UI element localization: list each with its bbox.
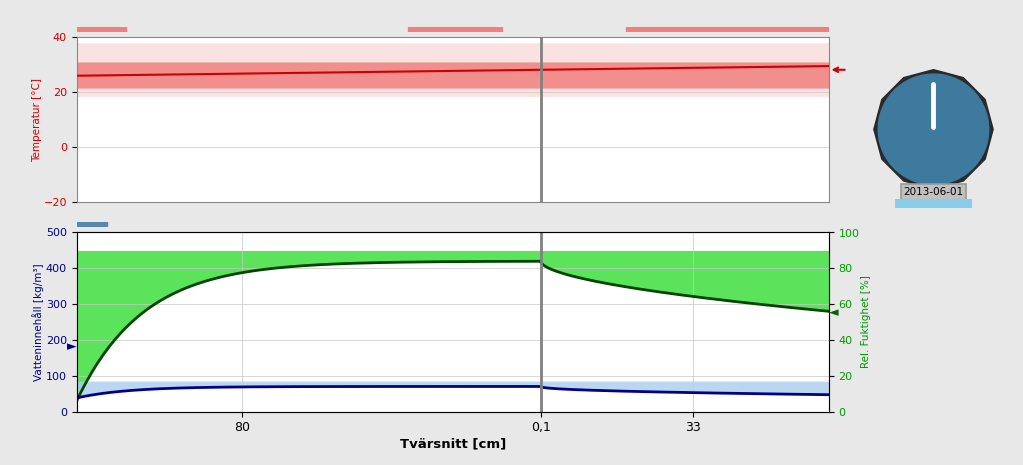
Y-axis label: Rel. Fuktighet [%]: Rel. Fuktighet [%] <box>860 276 871 368</box>
FancyBboxPatch shape <box>895 199 972 208</box>
X-axis label: Tvärsnitt [cm]: Tvärsnitt [cm] <box>400 437 505 450</box>
Bar <box>626 27 829 32</box>
Bar <box>407 27 501 32</box>
Y-axis label: Temperatur [°C]: Temperatur [°C] <box>32 78 42 162</box>
Text: 2013-06-01: 2013-06-01 <box>903 187 964 197</box>
Polygon shape <box>874 70 993 189</box>
Y-axis label: Vatteninnehåll [kg/m³]: Vatteninnehåll [kg/m³] <box>33 263 44 381</box>
Text: ◄: ◄ <box>829 306 838 319</box>
Bar <box>77 222 106 227</box>
Bar <box>77 27 126 32</box>
Polygon shape <box>879 74 988 185</box>
Text: ►: ► <box>68 340 77 353</box>
